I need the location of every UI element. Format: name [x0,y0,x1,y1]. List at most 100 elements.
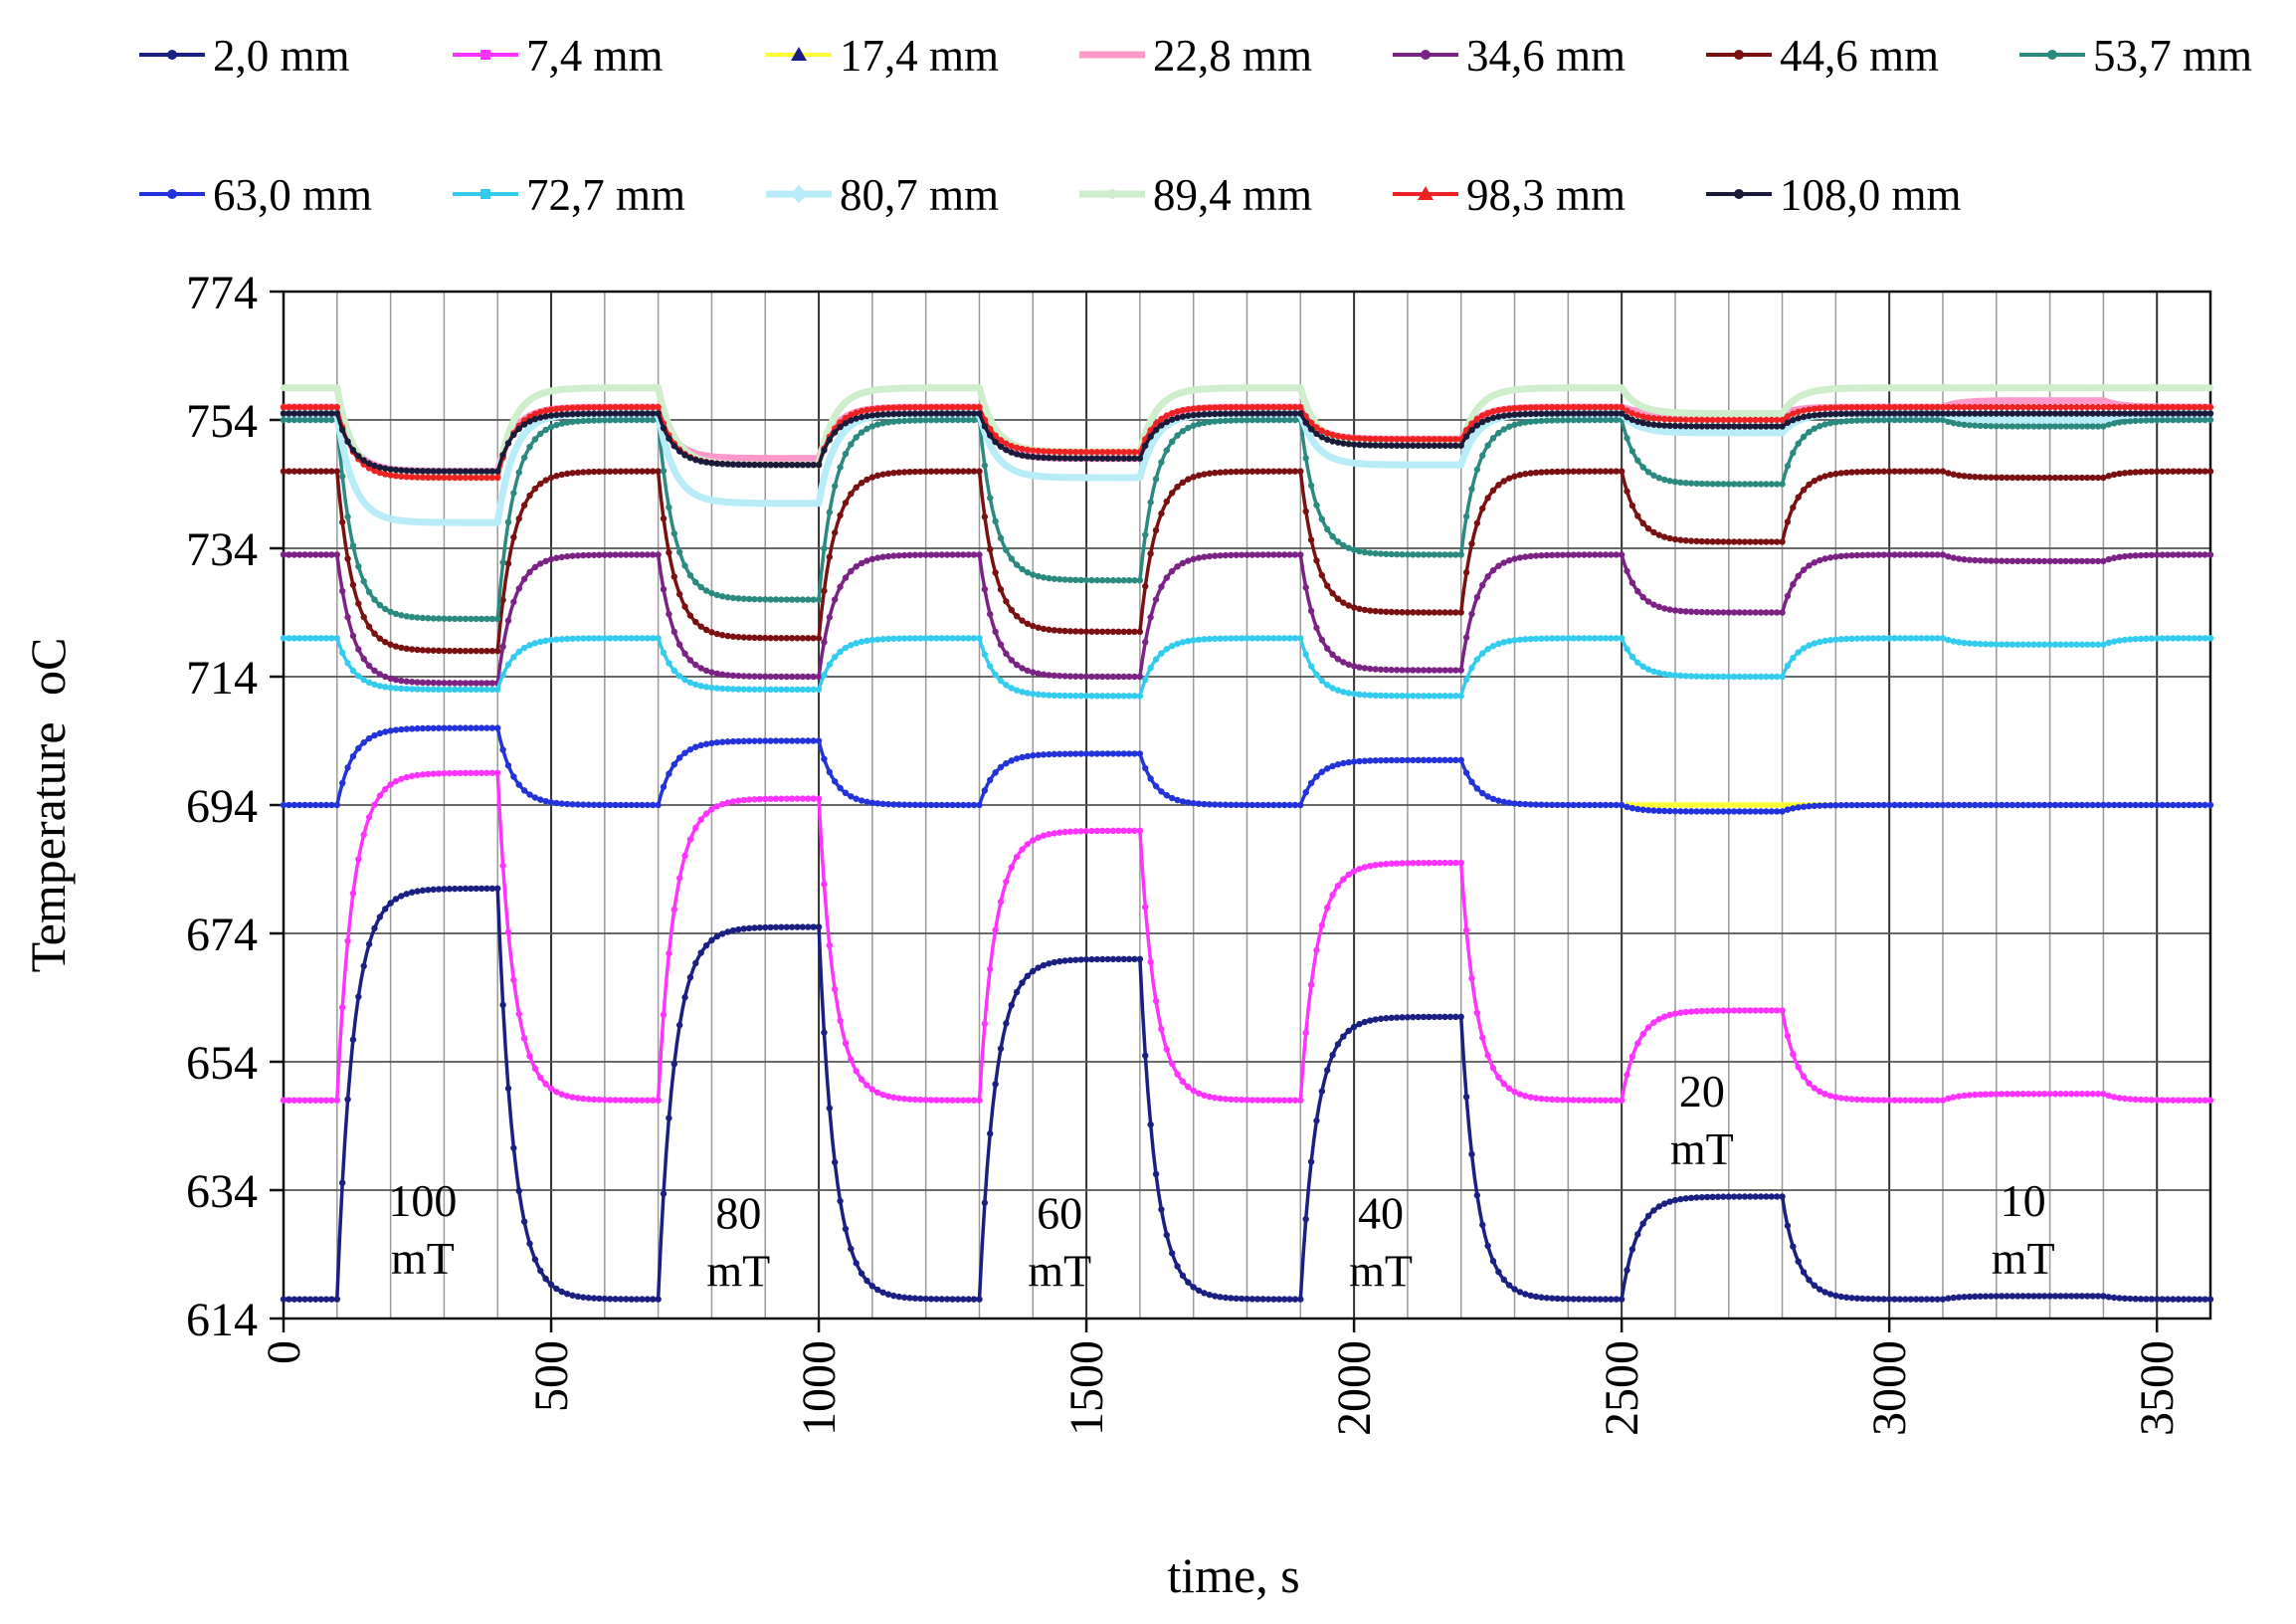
data-point [1152,408,1160,415]
data-point [724,686,731,693]
data-point [1254,551,1261,558]
data-point [376,683,384,690]
data-point [542,426,549,434]
data-point [1698,423,1706,430]
data-point [1939,1296,1947,1303]
data-point [1361,1018,1369,1026]
data-point [1923,410,1931,417]
data-point [623,410,630,417]
data-point [666,1115,672,1121]
data-point [1046,750,1052,758]
data-point [900,801,908,808]
data-point [1082,576,1090,584]
data-point [1907,635,1914,642]
data-point [810,737,817,744]
data-point [1832,410,1839,418]
data-point [1806,642,1813,649]
data-point [1179,1078,1187,1086]
data-point [1302,1215,1309,1223]
data-point [1446,551,1454,558]
data-point [1286,416,1293,424]
data-point [2143,635,2150,642]
data-point [1806,428,1813,436]
data-point [900,551,908,559]
data-point [863,1277,870,1285]
data-point [1324,582,1331,589]
data-point [1977,474,1984,481]
data-point [333,384,341,391]
data-point [837,648,844,656]
data-point [772,596,780,603]
data-point [2084,410,2091,417]
data-point [1077,750,1084,757]
data-point [1773,1007,1781,1014]
data-point [1736,429,1743,437]
data-point [1570,468,1577,475]
data-point [612,416,619,424]
data-point [1565,801,1572,809]
data-point [740,737,747,745]
data-point [526,1240,533,1247]
data-point [563,1093,571,1100]
data-point [1152,420,1160,427]
data-point [494,518,501,526]
data-point [1988,474,1995,481]
data-point [1859,1096,1866,1104]
data-point [1093,449,1101,456]
data-point [1168,416,1176,423]
data-point [1217,417,1224,425]
data-point [333,801,341,809]
data-point [1318,515,1326,522]
data-point [1660,533,1668,540]
data-point [290,384,297,391]
data-point [1280,403,1288,411]
data-point [922,801,929,809]
data-point [965,384,972,391]
data-point [1259,1097,1266,1104]
data-point [419,518,427,525]
data-point [767,686,774,694]
data-point [515,1010,522,1018]
data-point [1736,481,1743,488]
data-point [1554,1295,1561,1303]
data-point [1644,420,1652,428]
data-point [1361,435,1369,442]
data-point [1757,410,1765,417]
data-point [976,1097,983,1104]
data-point [874,554,881,561]
data-point [382,785,389,793]
data-point [1891,384,1898,391]
data-point [740,686,747,693]
data-point [1628,416,1636,424]
data-point [510,490,517,497]
data-point [1158,583,1165,590]
data-point [2132,801,2139,809]
data-point [1484,442,1491,449]
data-point [1264,1097,1272,1104]
data-point [960,410,967,417]
data-point [1072,828,1079,835]
data-point [1270,410,1277,417]
data-point [1468,540,1475,547]
data-point [1817,802,1823,809]
data-point [713,630,721,638]
data-point [1869,801,1877,809]
data-point [1324,682,1331,689]
data-point [1055,455,1063,462]
data-point [1720,538,1727,545]
data-point [960,1097,967,1104]
data-point [1264,801,1272,809]
data-point [783,686,790,694]
data-point [729,798,737,805]
data-point [2057,403,2064,411]
data-point [1677,422,1684,430]
data-point [2105,384,2112,391]
data-point [317,384,324,391]
data-point [1350,663,1358,670]
data-point [2073,423,2080,430]
data-point [1254,403,1261,411]
data-point [419,887,427,895]
data-point [1773,416,1781,424]
data-point [1383,861,1390,868]
data-point [1907,1296,1914,1303]
